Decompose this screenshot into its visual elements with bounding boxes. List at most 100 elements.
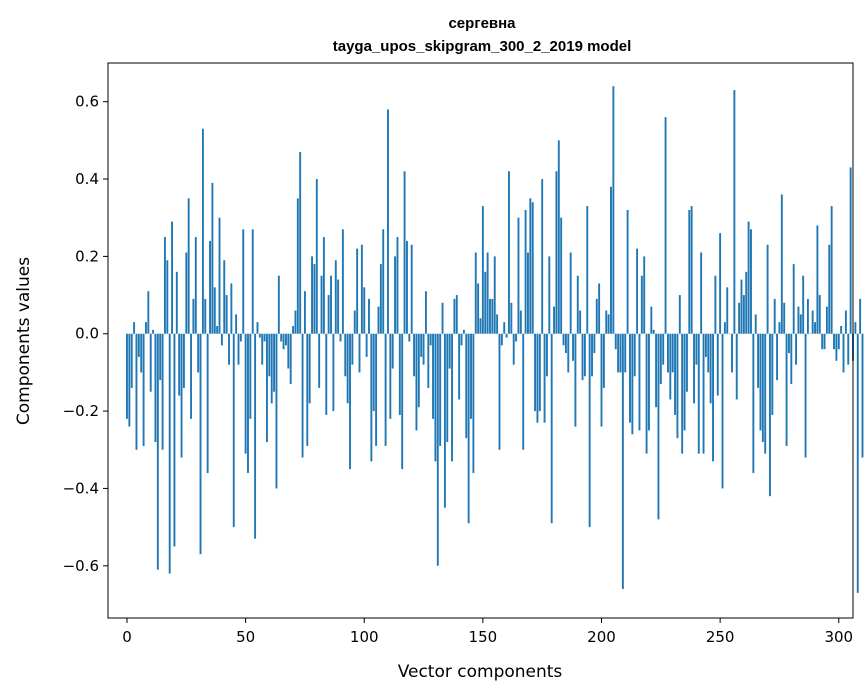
bar (382, 229, 385, 334)
y-axis-label: Components values (14, 257, 34, 425)
bar (678, 295, 681, 334)
bar (498, 333, 501, 450)
bar (505, 333, 508, 338)
bar (621, 333, 624, 589)
x-tick-label: 300 (824, 628, 853, 646)
chart-subtitle: tayga_upos_skipgram_300_2_2019 model (333, 38, 632, 55)
bar (792, 264, 795, 334)
bar (441, 302, 444, 334)
bar (531, 202, 534, 334)
bar (135, 333, 138, 450)
bar (363, 287, 366, 334)
bar (235, 314, 238, 334)
bar (332, 333, 335, 412)
bar (166, 260, 169, 334)
bar (337, 279, 340, 334)
bar (239, 333, 242, 342)
bar (427, 333, 430, 388)
bar (709, 333, 712, 404)
bar (527, 252, 529, 334)
bar (674, 333, 677, 415)
bar (429, 333, 432, 346)
bar (199, 333, 202, 555)
y-tick-label: −0.6 (63, 557, 99, 575)
bar (211, 182, 214, 334)
bar (804, 333, 807, 458)
bar (576, 275, 579, 334)
bar (569, 252, 572, 334)
bar (742, 295, 745, 334)
bar (206, 333, 209, 473)
bar (833, 333, 835, 350)
bar (588, 333, 591, 528)
bar (349, 333, 351, 470)
bar (847, 333, 850, 365)
bar (574, 333, 577, 427)
bar (764, 333, 767, 454)
bar (285, 333, 287, 346)
bar (617, 333, 620, 373)
bar (586, 206, 589, 334)
bar (614, 333, 617, 350)
bar (553, 306, 555, 334)
bar (413, 333, 416, 377)
bar (287, 333, 290, 369)
bar (330, 275, 332, 334)
bar (327, 295, 330, 334)
bar (783, 302, 786, 334)
bar (424, 291, 427, 334)
bar (707, 333, 710, 373)
bar (837, 333, 840, 350)
bar (140, 333, 143, 373)
bar (666, 333, 669, 373)
bar (154, 333, 157, 443)
bar (716, 333, 719, 396)
x-tick-label: 250 (706, 628, 735, 646)
bar (659, 333, 662, 385)
bar (790, 333, 793, 385)
bar (842, 333, 845, 373)
bar (481, 206, 484, 334)
bar (201, 128, 204, 334)
bar (643, 256, 646, 334)
bar (562, 333, 565, 346)
bar (598, 283, 601, 334)
bar (529, 198, 532, 334)
bar (823, 333, 826, 350)
bar (524, 209, 527, 334)
bar (451, 333, 453, 462)
bar (225, 295, 228, 334)
bar (275, 333, 278, 489)
bar (303, 291, 306, 334)
bar (636, 248, 639, 334)
bar (695, 333, 698, 365)
bar (802, 275, 805, 334)
bar (640, 275, 643, 334)
bar (147, 291, 150, 334)
x-tick-label: 0 (122, 628, 132, 646)
bar (161, 333, 164, 450)
bar (825, 306, 828, 334)
bar (633, 333, 636, 377)
bar (508, 171, 510, 334)
bar (757, 333, 760, 388)
chart-title: сергевна (448, 15, 516, 32)
x-tick-label: 100 (350, 628, 379, 646)
bar (213, 287, 216, 334)
bar (375, 333, 378, 446)
bar (541, 179, 544, 334)
bar (726, 287, 729, 334)
bar (491, 298, 494, 334)
bar (761, 333, 764, 443)
bar (605, 310, 608, 334)
bar (128, 333, 131, 427)
bar (500, 333, 503, 346)
bar (602, 333, 605, 388)
bar (294, 310, 297, 334)
bar (811, 310, 814, 334)
bar (126, 333, 128, 419)
bar (415, 333, 418, 431)
bar (814, 322, 816, 334)
bar (182, 333, 185, 388)
bar (752, 333, 755, 473)
